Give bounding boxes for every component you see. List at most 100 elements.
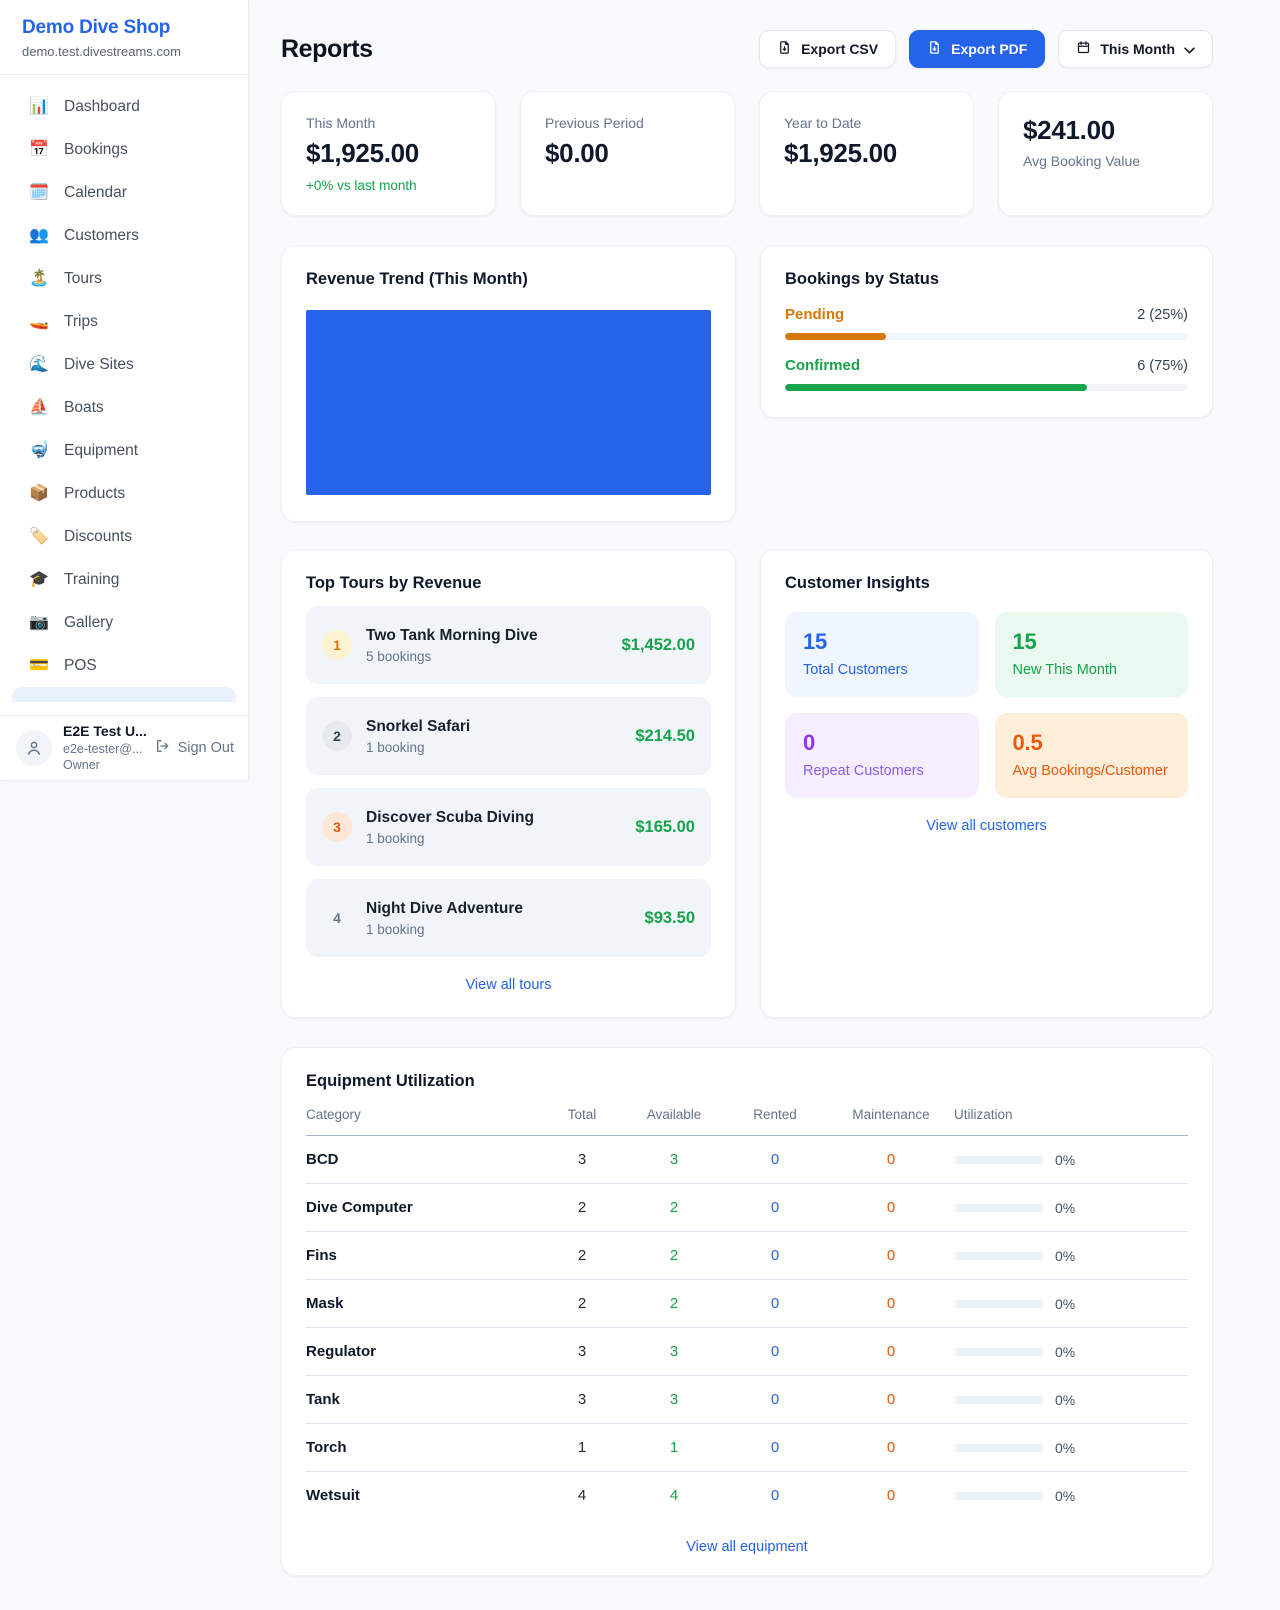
cell-rented: 0 [770,1295,780,1312]
status-count: 2 (25%) [1137,307,1188,323]
utilization-bar-track [954,1299,1044,1308]
sidebar-item-bookings[interactable]: 📅 Bookings [12,128,236,171]
calendar-icon [1076,40,1091,58]
column-header-maintenance: Maintenance [852,1107,930,1122]
sidebar-item-boats[interactable]: ⛵ Boats [12,386,236,429]
cell-maintenance: 0 [886,1247,896,1264]
sidebar-item-dive-sites[interactable]: 🌊 Dive Sites [12,343,236,386]
wave-icon: 🌊 [29,355,49,373]
sidebar-item-customers[interactable]: 👥 Customers [12,214,236,257]
column-header-utilization: Utilization [954,1107,1013,1122]
sidebar-item-label: Products [64,484,126,502]
insights-row: Top Tours by Revenue 1 Two Tank Morning … [281,549,1213,1018]
tour-row: 2 Snorkel Safari 1 booking $214.50 [306,697,711,775]
rank-badge: 2 [322,721,352,751]
cell-total: 2 [577,1247,587,1264]
export-pdf-button[interactable]: Export PDF [909,30,1046,68]
charts-row: Revenue Trend (This Month) Bookings by S… [281,245,1213,522]
status-bar-track [785,333,1188,340]
stat-card-avg-booking-value: $241.00 Avg Booking Value [998,91,1213,216]
tile-new-this-month: 15 New This Month [994,612,1188,697]
view-all-equipment-link[interactable]: View all equipment [686,1539,808,1555]
stat-value: $1,925.00 [306,138,419,168]
sidebar-item-dashboard[interactable]: 📊 Dashboard [12,85,236,128]
tag-icon: 🏷️ [29,527,49,545]
bookings-by-status-card: Bookings by Status Pending 2 (25%) Confi… [760,245,1213,418]
export-csv-button[interactable]: Export CSV [759,30,897,68]
tour-bookings: 1 booking [366,739,425,755]
cell-rented: 0 [770,1343,780,1360]
table-row: Mask 2 2 0 0 0% [306,1280,1188,1328]
rank-badge: 3 [322,812,352,842]
tour-row: 4 Night Dive Adventure 1 booking $93.50 [306,879,711,957]
stat-card-this-month: This Month $1,925.00 +0% vs last month [281,91,496,216]
sailboat-icon: ⛵ [29,398,49,416]
status-bar-fill [785,384,1088,391]
utilization-bar-track [954,1251,1044,1260]
sidebar-item-discounts[interactable]: 🏷️ Discounts [12,515,236,558]
cell-category: Mask [306,1295,344,1312]
top-tours-card: Top Tours by Revenue 1 Two Tank Morning … [281,549,736,1018]
cell-available: 2 [669,1295,679,1312]
calendar-icon: 🗓️ [29,183,49,201]
tour-amount: $165.00 [635,817,695,836]
island-icon: 🏝️ [29,269,49,287]
stat-delta: +0% vs last month [306,178,417,193]
tour-amount: $1,452.00 [621,635,695,654]
stat-label: Previous Period [545,115,644,131]
sidebar-item-equipment[interactable]: 🤿 Equipment [12,429,236,472]
customer-insights-title: Customer Insights [785,574,930,592]
export-pdf-label: Export PDF [951,41,1028,57]
sidebar-item-label: Boats [64,398,104,416]
sidebar-item-pos[interactable]: 💳 POS [12,644,236,687]
cell-rented: 0 [770,1151,780,1168]
tour-amount: $214.50 [635,726,695,745]
cell-category: Torch [306,1439,347,1456]
utilization-percent: 0% [1055,1247,1076,1264]
cell-category: BCD [306,1151,339,1168]
tile-avg-bookings-per-customer: 0.5 Avg Bookings/Customer [994,713,1188,798]
cell-utilization: 0% [954,1152,1188,1168]
sidebar-item-label: Gallery [64,613,114,631]
sidebar-item-tours[interactable]: 🏝️ Tours [12,257,236,300]
stat-label: Avg Booking Value [1023,153,1141,169]
view-all-tours-link[interactable]: View all tours [465,977,552,993]
people-icon: 👥 [29,226,49,244]
cell-rented: 0 [770,1439,780,1456]
cell-utilization: 0% [954,1248,1188,1264]
sign-out-button[interactable]: Sign Out [155,738,234,758]
cell-utilization: 0% [954,1488,1188,1504]
tile-value: 15 [1012,629,1037,654]
sidebar-item-label: Calendar [64,183,127,201]
table-row: Regulator 3 3 0 0 0% [306,1328,1188,1376]
dive-mask-icon: 🤿 [29,441,49,459]
cell-total: 1 [577,1439,587,1456]
utilization-percent: 0% [1055,1391,1076,1408]
cell-maintenance: 0 [886,1295,896,1312]
utilization-bar-track [954,1443,1044,1452]
status-label: Confirmed [785,357,860,374]
sidebar-item-trips[interactable]: 🚤 Trips [12,300,236,343]
sidebar-item-training[interactable]: 🎓 Training [12,558,236,601]
rank-badge: 4 [333,910,341,926]
equipment-utilization-card: Equipment Utilization Category Total Ava… [281,1047,1213,1576]
cell-available: 2 [669,1199,679,1216]
tile-label: Total Customers [803,662,908,678]
tour-row: 1 Two Tank Morning Dive 5 bookings $1,45… [306,606,711,684]
view-all-customers-link[interactable]: View all customers [926,818,1047,834]
tour-bookings: 1 booking [366,830,425,846]
sidebar-item-selected-partial[interactable] [12,687,236,702]
sidebar-item-products[interactable]: 📦 Products [12,472,236,515]
cell-maintenance: 0 [886,1343,896,1360]
sidebar-item-label: POS [64,656,97,674]
sidebar-item-gallery[interactable]: 📷 Gallery [12,601,236,644]
tile-value: 0 [803,730,816,755]
tour-name: Snorkel Safari [366,717,471,735]
graduation-cap-icon: 🎓 [29,570,49,588]
table-row: Dive Computer 2 2 0 0 0% [306,1184,1188,1232]
cell-available: 3 [669,1343,679,1360]
brand: Demo Dive Shop demo.test.divestreams.com [0,0,248,75]
table-row: Tank 3 3 0 0 0% [306,1376,1188,1424]
period-dropdown[interactable]: This Month [1058,30,1213,68]
sidebar-item-calendar[interactable]: 🗓️ Calendar [12,171,236,214]
